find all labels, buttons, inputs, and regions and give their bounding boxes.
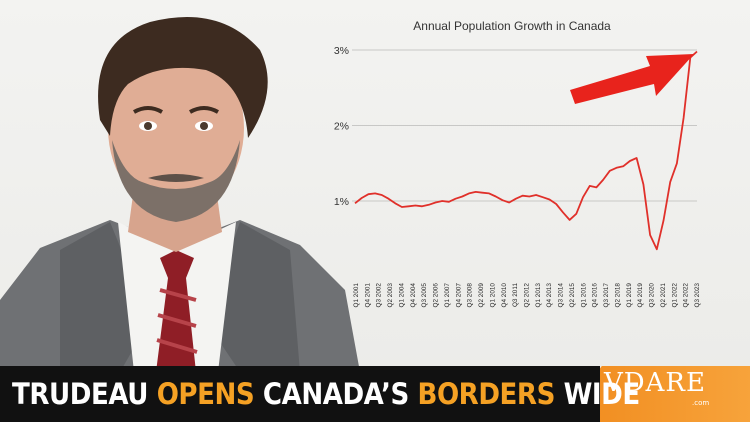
x-tick-label: Q1 2007 <box>444 283 451 308</box>
speaker-photo <box>0 16 360 372</box>
headline-banner: TRUDEAU OPENS CANADA’S BORDERS WIDE <box>0 366 750 422</box>
red-arrow-icon <box>570 54 694 104</box>
x-tick-label: Q4 2016 <box>592 283 599 308</box>
x-tick-label: Q2 2012 <box>524 283 531 308</box>
chart-gridlines <box>352 49 697 202</box>
headline-word: BORDERS <box>417 377 556 411</box>
x-tick-label: Q4 2019 <box>637 283 644 308</box>
vdare-logo: VDARE .com <box>604 368 724 418</box>
x-tick-label: Q3 2017 <box>603 283 610 308</box>
x-tick-label: Q1 2004 <box>398 283 405 308</box>
chart-title: Annual Population Growth in Canada <box>413 19 611 33</box>
banner-bar <box>0 366 600 422</box>
x-tick-label: Q2 2021 <box>660 283 667 308</box>
logo-sub: .com <box>692 399 710 407</box>
x-tick-label: Q2 2018 <box>614 283 621 308</box>
x-tick-label: Q2 2015 <box>569 283 576 308</box>
headline-word: OPENS <box>156 377 255 411</box>
headline-word: CANADA’S <box>262 377 409 411</box>
x-tick-label: Q3 2002 <box>376 283 383 308</box>
x-tick-label: Q3 2008 <box>467 283 474 308</box>
x-tick-label: Q3 2020 <box>649 283 656 308</box>
y-tick-label: 1% <box>334 196 349 208</box>
headline-word: TRUDEAU <box>12 377 149 411</box>
x-tick-label: Q3 2023 <box>694 283 701 308</box>
headline-word: WIDE <box>563 377 641 411</box>
x-tick-label: Q4 2013 <box>546 283 553 308</box>
y-tick-label: 3% <box>334 45 349 57</box>
x-tick-label: Q4 2010 <box>501 283 508 308</box>
x-tick-label: Q3 2014 <box>558 283 565 308</box>
x-tick-label: Q1 2022 <box>671 283 678 308</box>
x-axis-ticks: Q1 2001 Q4 2001 Q3 2002 Q2 2003 Q1 2004 Q4 20… <box>353 283 701 308</box>
x-tick-label: Q1 2001 <box>353 283 360 308</box>
x-tick-label: Q4 2022 <box>683 283 690 308</box>
x-tick-label: Q2 2003 <box>387 283 394 308</box>
growth-line <box>354 50 698 251</box>
x-tick-label: Q3 2011 <box>512 283 519 307</box>
x-tick-label: Q1 2016 <box>580 283 587 308</box>
y-tick-label: 2% <box>334 121 349 133</box>
x-tick-label: Q2 2009 <box>478 283 485 308</box>
x-tick-label: Q1 2013 <box>535 283 542 308</box>
x-tick-label: Q1 2010 <box>489 283 496 308</box>
x-tick-label: Q2 2006 <box>433 283 440 308</box>
x-tick-label: Q1 2019 <box>626 283 633 308</box>
x-tick-label: Q4 2004 <box>410 283 417 308</box>
logo-text: VDARE <box>604 368 706 398</box>
headline: TRUDEAU OPENS CANADA’S BORDERS WIDE <box>12 372 640 416</box>
x-tick-label: Q4 2007 <box>455 283 462 308</box>
y-axis-ticks: 1% 2% 3% <box>334 45 349 208</box>
x-tick-label: Q4 2001 <box>364 283 371 308</box>
x-tick-label: Q3 2005 <box>421 283 428 308</box>
chart-series <box>354 50 698 251</box>
